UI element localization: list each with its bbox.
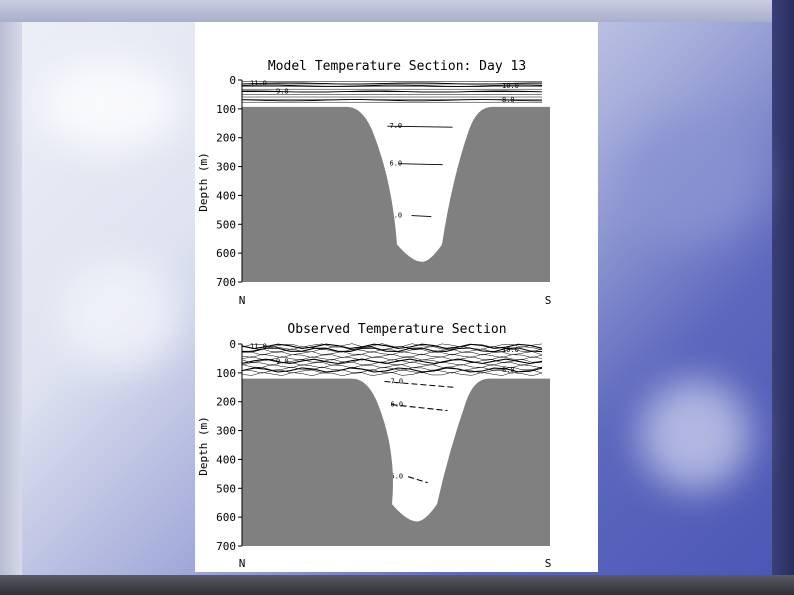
y-tick-label: 700 (216, 540, 236, 553)
y-tick-label: 200 (216, 396, 236, 409)
observed-temperature-chart: Observed Temperature Section Depth (m) N… (197, 322, 551, 570)
x-label-left: N (239, 294, 246, 307)
temperature-sections-figure: Model Temperature Section: Day 13 Depth … (197, 59, 551, 570)
background-cloud (640, 380, 750, 490)
y-tick-label: 200 (216, 132, 236, 145)
isotherm-label: 11.0 (250, 80, 267, 88)
seafloor-left (242, 378, 417, 546)
isotherm-label: 8.0 (502, 366, 515, 374)
isotherm-line (241, 345, 543, 351)
isotherm-label: 10.0 (502, 346, 519, 354)
isotherm-label: 10.0 (502, 82, 519, 90)
isotherm-line (241, 369, 543, 374)
y-tick-label: 400 (216, 453, 236, 466)
y-tick-label: 500 (216, 218, 236, 231)
chart-title: Model Temperature Section: Day 13 (268, 59, 526, 74)
y-tick-label: 0 (229, 338, 236, 351)
y-tick-label: 300 (216, 161, 236, 174)
isotherm-line (241, 371, 543, 377)
y-tick-label: 500 (216, 482, 236, 495)
x-label-right: S (545, 557, 552, 570)
isotherm-label: 11.0 (250, 342, 267, 350)
isotherm-line (241, 356, 543, 361)
background-cloud (620, 120, 760, 240)
isotherm-line (391, 404, 448, 412)
isotherm-line (241, 358, 543, 364)
model-temperature-chart: Model Temperature Section: Day 13 Depth … (197, 59, 551, 307)
seafloor-right (422, 106, 550, 282)
isotherm-line (398, 163, 443, 166)
figure-panel: Model Temperature Section: Day 13 Depth … (195, 22, 598, 572)
isotherm-line (241, 84, 543, 87)
isotherm-line (241, 351, 543, 356)
isotherm-label: 7.0 (391, 378, 404, 386)
y-tick-label: 600 (216, 247, 236, 260)
isotherm-label: 8.0 (502, 96, 515, 104)
isotherm-line (241, 348, 543, 353)
y-tick-label: 600 (216, 511, 236, 524)
y-tick-label: 300 (216, 425, 236, 438)
y-tick-label: 100 (216, 367, 236, 380)
chart-title: Observed Temperature Section (287, 322, 506, 337)
y-axis-label: Depth (m) (197, 416, 210, 476)
slide-frame-bottom (0, 575, 794, 595)
isotherm-label: 5.0 (391, 473, 404, 481)
isotherm-line (241, 367, 543, 373)
y-tick-label: 100 (216, 103, 236, 116)
seafloor-left (242, 106, 422, 282)
x-label-left: N (239, 557, 246, 570)
isotherm-line (387, 125, 453, 128)
y-tick-label: 400 (216, 189, 236, 202)
isotherm-line (411, 215, 432, 218)
isotherm-line (241, 364, 543, 369)
isotherm-label: 7.0 (390, 122, 403, 130)
slide-frame-top (0, 0, 794, 22)
background-cloud (60, 260, 180, 370)
y-tick-label: 0 (229, 74, 236, 87)
background-cloud (40, 60, 180, 150)
isotherm-label: 6.0 (390, 160, 403, 168)
isotherm-line (241, 366, 543, 371)
seafloor-right (417, 378, 550, 546)
isotherm-label: 6.0 (391, 401, 404, 409)
isotherm-line (408, 476, 428, 484)
slide-frame-right (772, 0, 794, 595)
isotherm-label: 9.0 (276, 357, 289, 365)
isotherm-line (384, 380, 457, 389)
slide-frame-left (0, 0, 22, 595)
y-axis-label: Depth (m) (197, 152, 210, 212)
isotherm-label: 5.0 (390, 212, 403, 220)
y-tick-label: 700 (216, 276, 236, 289)
isotherm-label: 9.0 (276, 88, 289, 96)
x-label-right: S (545, 294, 552, 307)
